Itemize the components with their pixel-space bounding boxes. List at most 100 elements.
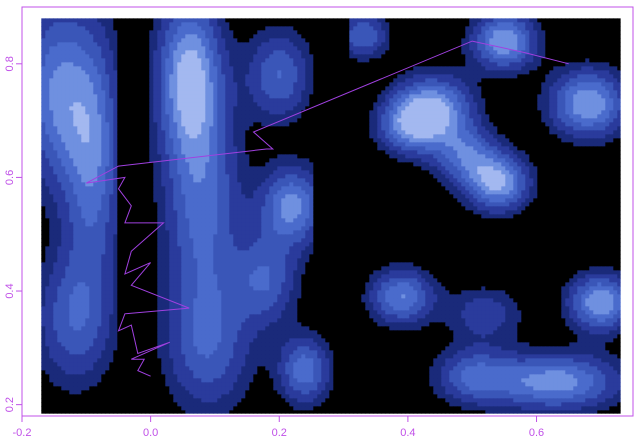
heatmap-cell [533,58,538,63]
heatmap-cell [129,118,134,123]
heatmap-cell [181,110,186,115]
heatmap-cell [417,118,422,123]
heatmap-cell [357,150,362,155]
heatmap-cell [81,22,86,27]
heatmap-cell [549,138,554,143]
heatmap-cell [125,26,130,31]
heatmap-cell [265,102,270,107]
heatmap-cell [437,102,442,107]
heatmap-cell [169,150,174,155]
heatmap-cell [317,114,322,119]
heatmap-cell [293,42,298,47]
heatmap-cell [157,154,162,159]
heatmap-cell [493,142,498,147]
heatmap-cell [589,38,594,43]
heatmap-cell [125,130,130,135]
heatmap-cell [217,94,222,99]
heatmap-cell [589,62,594,67]
heatmap-cell [473,22,478,27]
heatmap-cell [461,106,466,111]
heatmap-cell [237,106,242,111]
heatmap-cell [217,50,222,55]
heatmap-cell [277,154,282,159]
heatmap-cell [229,94,234,99]
heatmap-cell [333,42,338,47]
heatmap-cell [361,50,366,55]
heatmap-cell [93,58,98,63]
heatmap-cell [529,130,534,135]
heatmap-cell [89,78,94,83]
heatmap-cell [561,102,566,107]
heatmap-cell [185,86,190,91]
heatmap-cell [89,142,94,147]
heatmap-cell [381,62,386,67]
heatmap-cell [409,142,414,147]
heatmap-cell [369,90,374,95]
heatmap-cell [453,142,458,147]
heatmap-cell [289,98,294,103]
heatmap-cell [145,130,150,135]
heatmap-cell [93,90,98,95]
heatmap-cell [361,62,366,67]
heatmap-cell [217,86,222,91]
heatmap-cell [545,26,550,31]
heatmap-cell [101,42,106,47]
heatmap-cell [101,114,106,119]
heatmap-cell [121,50,126,55]
heatmap-cell [193,130,198,135]
heatmap-cell [597,34,602,39]
heatmap-cell [425,66,430,71]
heatmap-cell [505,142,510,147]
heatmap-cell [377,74,382,79]
heatmap-cell [133,58,138,63]
heatmap-cell [541,78,546,83]
heatmap-cell [81,154,86,159]
heatmap-cell [501,114,506,119]
heatmap-cell [237,130,242,135]
heatmap-cell [541,18,546,23]
heatmap-cell [65,74,70,79]
heatmap-cell [465,82,470,87]
heatmap-cell [169,42,174,47]
heatmap-cell [137,134,142,139]
heatmap-cell [601,110,606,115]
heatmap-cell [141,34,146,39]
heatmap-cell [113,18,118,23]
heatmap-cell [109,38,114,43]
heatmap-cell [141,94,146,99]
heatmap-cell [437,38,442,43]
heatmap-cell [173,18,178,23]
heatmap-cell [437,86,442,91]
heatmap-cell [229,102,234,107]
heatmap-cell [617,46,620,51]
heatmap-cell [181,94,186,99]
heatmap-cell [173,126,178,131]
heatmap-cell [181,134,186,139]
heatmap-cell [513,74,518,79]
heatmap-cell [501,34,506,39]
heatmap-cell [53,82,58,87]
heatmap-cell [245,38,250,43]
heatmap-cell [189,150,194,155]
heatmap-cell [69,26,74,31]
heatmap-cell [337,26,342,31]
heatmap-cell [285,82,290,87]
heatmap-cell [133,66,138,71]
heatmap-cell [73,50,78,55]
heatmap-cell [197,26,202,31]
heatmap-cell [409,110,414,115]
heatmap-cell [541,142,546,147]
heatmap-cell [137,66,142,71]
heatmap-cell [373,130,378,135]
heatmap-cell [285,138,290,143]
heatmap-cell [457,146,462,151]
heatmap-cell [249,86,254,91]
heatmap-cell [553,106,558,111]
heatmap-cell [537,90,542,95]
heatmap-cell [325,138,330,143]
heatmap-cell [177,98,182,103]
heatmap-cell [297,78,302,83]
heatmap-cell [441,86,446,91]
heatmap-cell [601,130,606,135]
heatmap-cell [137,18,142,23]
